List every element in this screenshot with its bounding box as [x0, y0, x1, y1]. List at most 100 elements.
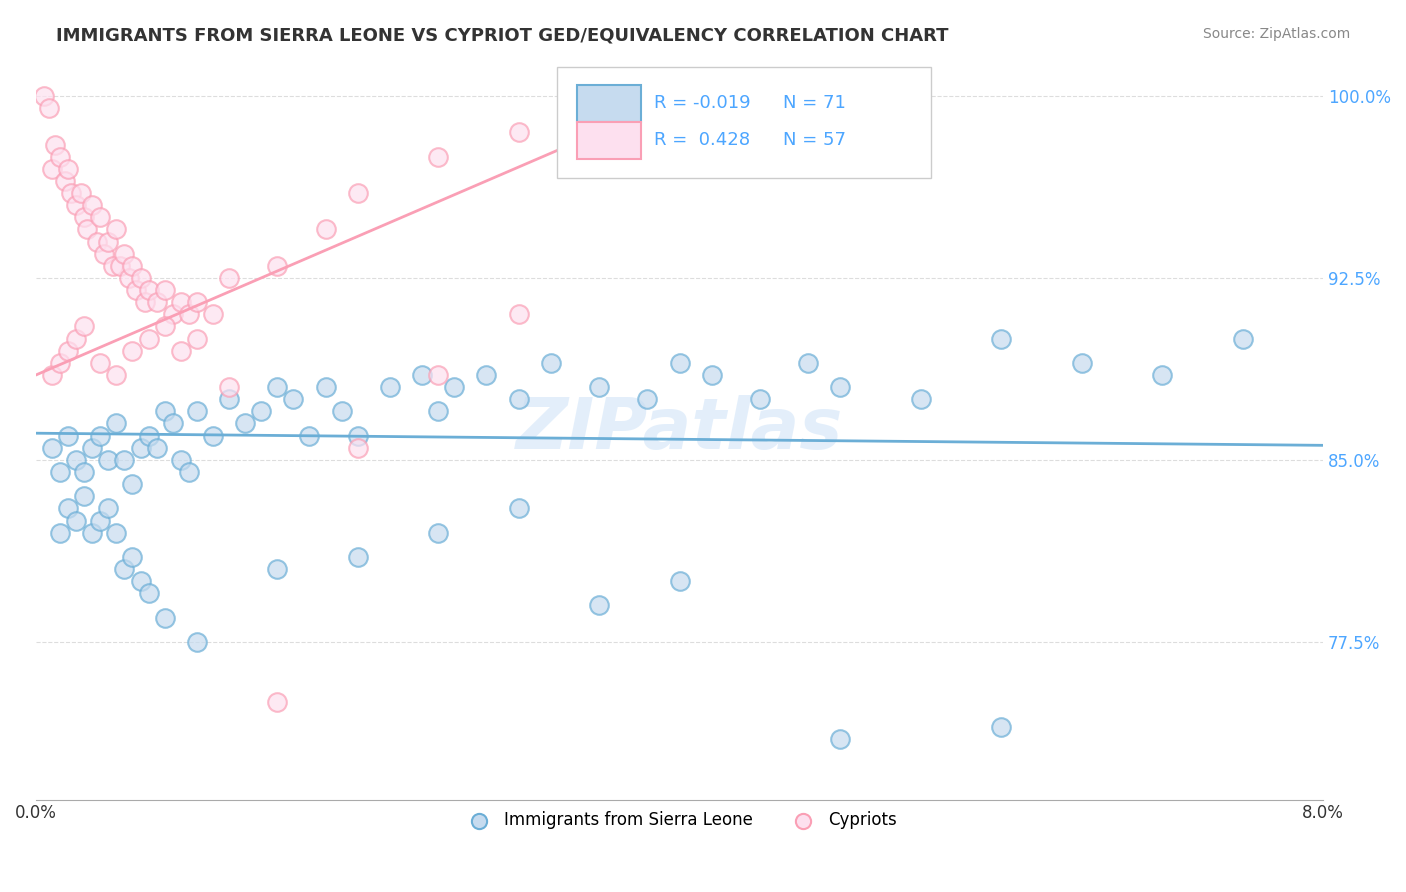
Point — [44, 137, 66, 152]
Point — [53, 174, 76, 188]
Point — [129, 271, 152, 285]
Point — [508, 125, 530, 139]
Point — [266, 562, 288, 576]
FancyBboxPatch shape — [576, 122, 641, 160]
Point — [65, 514, 87, 528]
Point — [49, 356, 72, 370]
Point — [82, 441, 104, 455]
Point — [114, 453, 136, 467]
Point — [105, 222, 128, 236]
Point — [121, 343, 143, 358]
Point — [97, 235, 120, 249]
FancyBboxPatch shape — [557, 67, 931, 178]
Point — [218, 271, 240, 285]
Point — [114, 562, 136, 576]
Point — [145, 441, 167, 455]
Point — [990, 332, 1012, 346]
Point — [145, 295, 167, 310]
Point — [86, 235, 108, 249]
Point — [138, 586, 160, 600]
Point — [283, 392, 305, 407]
Point — [162, 307, 184, 321]
Point — [129, 441, 152, 455]
Point — [411, 368, 433, 382]
Point — [162, 417, 184, 431]
Point — [427, 525, 450, 540]
Point — [134, 295, 156, 310]
Point — [475, 368, 498, 382]
Point — [41, 368, 63, 382]
Point — [346, 441, 368, 455]
Point — [749, 392, 772, 407]
Point — [97, 453, 120, 467]
Point — [218, 392, 240, 407]
Point — [65, 198, 87, 212]
Point — [89, 514, 111, 528]
Point — [70, 186, 93, 200]
Point — [830, 731, 852, 746]
Point — [636, 392, 658, 407]
Point — [668, 356, 690, 370]
Point — [97, 501, 120, 516]
Point — [121, 549, 143, 564]
Point — [170, 453, 193, 467]
Point — [56, 343, 79, 358]
Point — [170, 295, 193, 310]
Point — [56, 428, 79, 442]
Text: ZIPatlas: ZIPatlas — [516, 395, 844, 464]
FancyBboxPatch shape — [576, 86, 641, 122]
Legend: Immigrants from Sierra Leone, Cypriots: Immigrants from Sierra Leone, Cypriots — [456, 805, 903, 836]
Point — [186, 295, 208, 310]
Point — [346, 549, 368, 564]
Point — [105, 368, 128, 382]
Text: Source: ZipAtlas.com: Source: ZipAtlas.com — [1202, 27, 1350, 41]
Point — [73, 489, 96, 503]
Point — [65, 453, 87, 467]
Point — [201, 307, 224, 321]
Point — [1152, 368, 1174, 382]
Point — [218, 380, 240, 394]
Point — [108, 259, 131, 273]
Point — [89, 356, 111, 370]
Point — [121, 259, 143, 273]
Point — [443, 380, 465, 394]
Point — [129, 574, 152, 589]
Point — [65, 332, 87, 346]
Text: N = 57: N = 57 — [783, 130, 845, 148]
Point — [427, 368, 450, 382]
Point — [700, 368, 723, 382]
Point — [186, 332, 208, 346]
Point — [250, 404, 273, 418]
Point — [588, 599, 610, 613]
Point — [346, 428, 368, 442]
Point — [427, 404, 450, 418]
Point — [266, 696, 288, 710]
Point — [105, 417, 128, 431]
Point — [89, 428, 111, 442]
Point — [60, 186, 83, 200]
Point — [508, 392, 530, 407]
Point — [138, 428, 160, 442]
Point — [82, 525, 104, 540]
Point — [186, 404, 208, 418]
Point — [138, 332, 160, 346]
Point — [118, 271, 141, 285]
Point — [38, 101, 60, 115]
Point — [508, 307, 530, 321]
Point — [201, 428, 224, 442]
Point — [427, 150, 450, 164]
Point — [540, 356, 562, 370]
Point — [346, 186, 368, 200]
Point — [153, 283, 176, 297]
Point — [32, 89, 55, 103]
Point — [330, 404, 353, 418]
Point — [315, 222, 337, 236]
Point — [76, 222, 98, 236]
Point — [177, 307, 200, 321]
Point — [101, 259, 124, 273]
Point — [125, 283, 148, 297]
Point — [73, 319, 96, 334]
Point — [49, 525, 72, 540]
Point — [298, 428, 321, 442]
Point — [153, 404, 176, 418]
